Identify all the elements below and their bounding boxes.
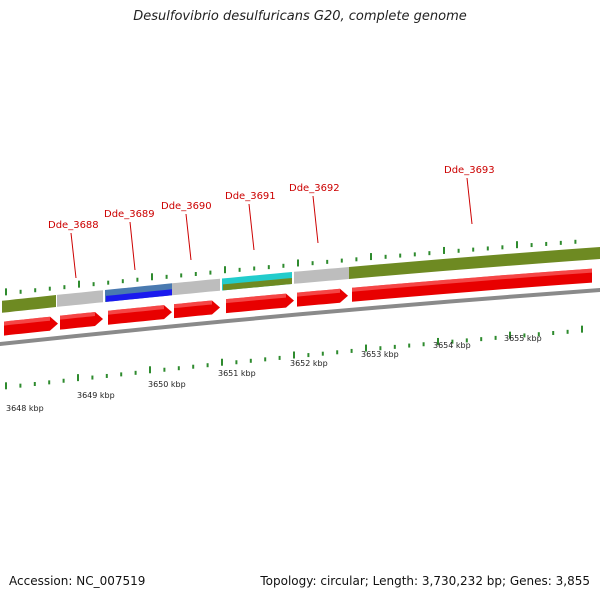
cds-arrow-tip — [164, 305, 172, 320]
scale-label: 3653 kbp — [361, 350, 399, 359]
label-leader-line — [312, 195, 319, 244]
cds-arrow-tip — [286, 293, 294, 308]
scale-label: 3652 kbp — [290, 359, 328, 368]
cds-arrow — [226, 293, 294, 314]
cds-arrow — [352, 268, 592, 302]
label-leader-line — [248, 203, 255, 251]
cds-arrow-tip — [340, 288, 348, 303]
cds-arrow — [174, 300, 220, 319]
cds-shine — [226, 293, 286, 304]
feature-tracks — [0, 247, 600, 346]
cds-arrow — [108, 305, 172, 325]
backbone-line — [0, 288, 600, 346]
olive-feature — [349, 247, 600, 279]
scale-labels: 3648 kbp 3649 kbp 3650 kbp 3651 kbp 3652 kbp… — [6, 334, 542, 413]
scale-label: 3654 kbp — [433, 341, 471, 350]
scale-label: 3650 kbp — [148, 380, 186, 389]
cds-shine — [352, 268, 592, 292]
label-leader-line — [466, 177, 473, 225]
olive-feature — [223, 278, 292, 291]
cds-shine — [108, 305, 164, 315]
cds-arrow — [297, 288, 348, 307]
upper-tick-marks — [5, 239, 577, 296]
cds-shine — [60, 312, 95, 320]
olive-feature — [2, 295, 56, 313]
cds-shine — [4, 316, 50, 326]
scale-label: 3649 kbp — [77, 391, 115, 400]
grey-feature — [172, 278, 220, 296]
grey-feature — [294, 267, 349, 284]
blue-feature — [106, 289, 172, 302]
cds-arrow — [60, 312, 103, 330]
gene-labels: Dde_3688 Dde_3689 Dde_3690 Dde_3691 Dde_3692… — [48, 165, 495, 279]
cds-arrow — [4, 316, 58, 336]
genome-title: Desulfovibrio desulfuricans G20, complet… — [133, 9, 467, 24]
gene-label-Dde_3691: Dde_3691 — [225, 191, 276, 202]
gene-label-Dde_3693: Dde_3693 — [444, 165, 495, 176]
cds-shine — [174, 300, 212, 309]
scale-label: 3648 kbp — [6, 404, 44, 413]
cds-arrow-tip — [212, 300, 220, 315]
label-leader-line — [70, 232, 77, 279]
accession-text: Accession: NC_007519 — [9, 574, 146, 588]
scale-label: 3651 kbp — [218, 369, 256, 378]
gene-label-Dde_3688: Dde_3688 — [48, 220, 99, 231]
genome-summary-text: Topology: circular; Length: 3,730,232 bp… — [260, 574, 590, 588]
gene-label-Dde_3692: Dde_3692 — [289, 183, 340, 194]
cds-shine — [297, 288, 340, 297]
gene-label-Dde_3689: Dde_3689 — [104, 209, 155, 220]
label-leader-line — [185, 213, 192, 261]
cds-arrow-tip — [50, 316, 58, 331]
cds-arrow-tip — [95, 312, 103, 327]
scale-tick-marks — [5, 325, 583, 390]
grey-feature — [57, 290, 103, 307]
label-leader-line — [129, 221, 136, 271]
scale-label: 3655 kbp — [504, 334, 542, 343]
gene-label-Dde_3690: Dde_3690 — [161, 201, 212, 212]
